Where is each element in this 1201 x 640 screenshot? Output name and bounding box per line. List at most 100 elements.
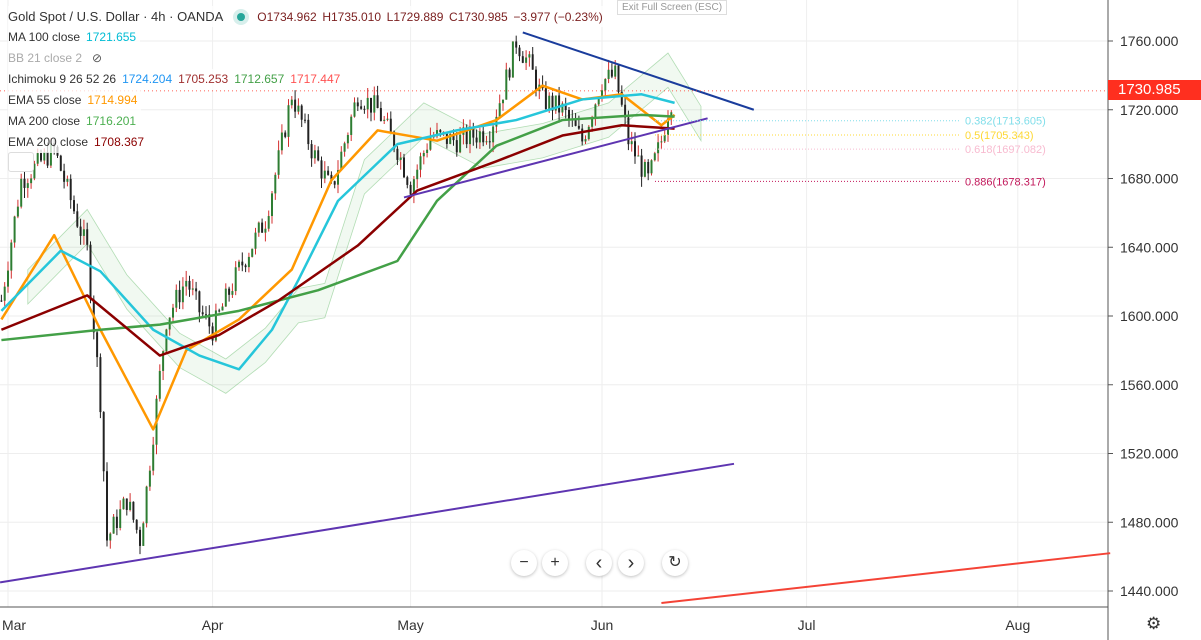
indicator-row[interactable]: MA 200 close 1716.201 (8, 111, 141, 132)
scroll-left-button[interactable]: ‹ (586, 550, 612, 576)
candle-body (498, 103, 501, 117)
indicator-value: 1721.655 (86, 30, 137, 44)
candle-body (472, 126, 475, 138)
price-tick-label: 1680.000 (1120, 171, 1179, 187)
indicator-row[interactable]: EMA 55 close 1714.994 (8, 90, 142, 111)
candle-body (284, 132, 287, 137)
candle-body (106, 471, 108, 541)
candle-body (531, 54, 534, 70)
candle-body (488, 141, 491, 143)
candles (0, 35, 673, 555)
price-tick-label: 1560.000 (1120, 377, 1179, 393)
gear-icon[interactable]: ⚙ (1146, 614, 1162, 633)
fib-level-label: 0.5(1705.343) (965, 130, 1034, 142)
chart-legend: Gold Spot / U.S. Dollar · 4h · OANDA O173… (8, 6, 607, 153)
candle-body (317, 150, 320, 161)
hidden-eye-icon[interactable]: ⊘ (92, 51, 103, 65)
ohlc-high: H1735.010 (322, 10, 382, 24)
candle-body (195, 288, 198, 292)
price-tick-label: 1760.000 (1120, 33, 1179, 49)
candle-body (495, 116, 498, 127)
zoom-in-button[interactable]: + (542, 550, 568, 576)
candle-body (287, 105, 290, 137)
time-tick-label: May (397, 617, 423, 633)
candle-body (640, 155, 643, 177)
candle-body (86, 229, 89, 245)
candle-body (257, 222, 260, 233)
candle-body (505, 69, 508, 100)
candle-body (43, 151, 46, 161)
candle-body (419, 156, 422, 170)
candle-body (363, 108, 366, 110)
candle-body (254, 232, 257, 249)
candle-body (274, 174, 277, 194)
indicator-row[interactable]: MA 100 close 1721.655 (8, 27, 141, 48)
candle-body (333, 181, 336, 185)
candle-body (99, 357, 102, 413)
reset-chart-button[interactable]: ↻ (662, 550, 688, 576)
candle-body (604, 78, 607, 91)
candle-body (16, 206, 19, 217)
indicator-label: EMA 200 close (8, 135, 89, 149)
candle-body (396, 148, 399, 160)
candle-body (59, 155, 62, 171)
candle-body (647, 161, 650, 174)
candle-body (624, 104, 627, 118)
candle-body (132, 501, 135, 520)
series-line-ema-200-close (0, 123, 675, 357)
candle-body (76, 211, 79, 227)
candle-body (650, 160, 653, 174)
candle-body (614, 65, 617, 77)
candle-body (412, 179, 415, 195)
candle-body (89, 244, 92, 300)
candle-body (73, 200, 75, 212)
indicator-row[interactable]: BB 21 close 2 ⊘ (8, 48, 107, 69)
scroll-right-button[interactable]: › (618, 550, 644, 576)
candle-body (511, 41, 514, 78)
candle-body (112, 516, 115, 534)
candle-body (145, 486, 148, 524)
indicator-value: 1712.657 (234, 72, 285, 86)
candle-body (264, 228, 267, 233)
candle-body (429, 136, 432, 150)
candle-body (96, 332, 99, 358)
candle-body (515, 41, 518, 48)
candle-body (165, 329, 168, 352)
candle-body (581, 128, 584, 142)
legend-collapse-button[interactable] (8, 152, 34, 172)
candle-body (304, 119, 306, 121)
candle-body (587, 126, 590, 140)
symbol-title[interactable]: Gold Spot / U.S. Dollar · 4h · OANDA (8, 9, 224, 24)
indicator-value: 1714.994 (87, 93, 138, 107)
zoom-out-button[interactable]: − (511, 550, 537, 576)
candle-body (574, 119, 577, 126)
candle-body (478, 131, 481, 143)
candle-body (657, 142, 660, 154)
candle-body (643, 161, 646, 177)
candle-body (667, 118, 669, 135)
candle-body (310, 144, 313, 159)
candle-body (465, 127, 468, 145)
candle-body (320, 160, 323, 179)
candle-body (601, 90, 603, 99)
price-tick-label: 1520.000 (1120, 446, 1179, 462)
price-tick-label: 1440.000 (1120, 583, 1179, 599)
candle-body (109, 533, 112, 541)
trendline-support-short (403, 117, 708, 199)
indicator-row[interactable]: EMA 200 close 1708.367 (8, 132, 149, 153)
candle-body (518, 47, 521, 57)
candle-body (459, 134, 462, 153)
candle-body (26, 183, 29, 188)
indicator-label: EMA 55 close (8, 93, 82, 107)
indicator-row[interactable]: Ichimoku 9 26 52 26 1724.204 1705.253 1712.… (8, 69, 345, 90)
candle-body (426, 149, 429, 153)
candle-body (201, 312, 204, 315)
fib-level-label: 0.886(1678.317) (965, 176, 1046, 188)
candle-body (211, 326, 214, 341)
candle-body (475, 137, 478, 143)
candle-body (399, 157, 402, 160)
candle-body (13, 216, 16, 243)
candle-body (261, 222, 264, 233)
candle-body (280, 132, 283, 151)
